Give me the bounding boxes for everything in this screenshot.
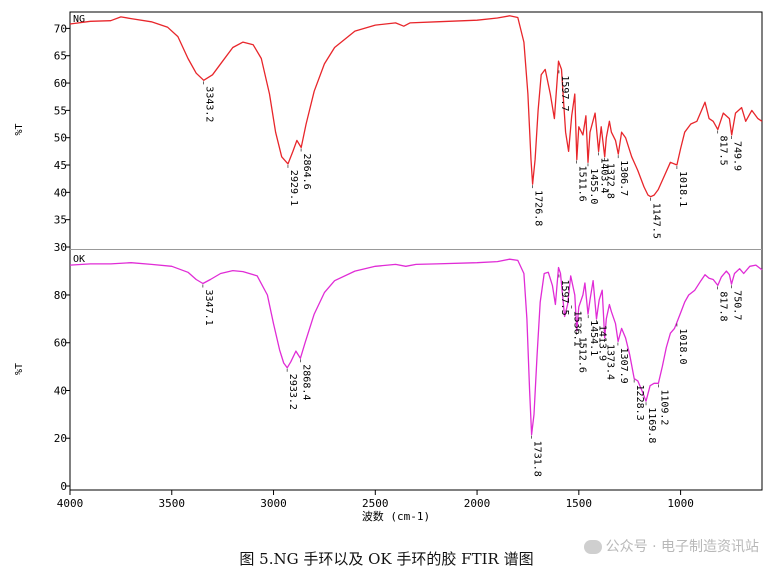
ok-y-tick-label: 80 [54,289,67,302]
x-axis-title: 波数 (cm-1) [362,510,430,523]
x-tick-label: 1000 [667,497,694,510]
ng-spectrum-line [69,15,763,198]
ng-peak-label: 749.9 [731,141,742,171]
ok-peak-label: 3347.1 [203,290,214,326]
ok-peak-label: 1512.6 [576,337,587,373]
ng-y-tick-label: 65 [54,50,67,63]
ng-peak-label: 1597.7 [559,75,570,111]
ok-peak-label: 1307.9 [618,348,629,384]
x-tick-label: 3500 [159,497,186,510]
ng-peak-label: 1403.4 [598,157,609,193]
plot-frame [69,11,763,491]
ng-y-axis-title: %T [14,123,25,135]
ok-peak-label: 750.7 [731,290,742,320]
ok-y-tick-label: 40 [54,384,67,397]
ok-y-tick-label: 20 [54,432,67,445]
ng-y-tick-label: 55 [54,104,67,117]
ng-y-tick-label: 60 [54,77,67,90]
ok-peak-label: 2933.2 [287,374,298,410]
ng-sample-label: NG [73,14,85,25]
ok-y-tick-label: 60 [54,337,67,350]
ng-y-tick-label: 70 [54,22,67,35]
ok-peak-label: 1169.8 [646,407,657,443]
x-tick-label: 2500 [362,497,389,510]
ng-y-tick-label: 40 [54,186,67,199]
figure-caption: 图 5.NG 手环以及 OK 手环的胶 FTIR 谱图 [239,550,534,568]
ok-peak-label: 1454.1 [588,320,599,356]
x-tick-label: 3000 [260,497,287,510]
ok-y-axis-title: %T [14,363,25,375]
ok-peak-label: 2868.4 [300,364,311,400]
x-tick-label: 2000 [464,497,491,510]
ok-peak-label: 1413.9 [596,325,607,361]
ng-peak-label: 1372.8 [605,163,616,199]
x-tick-label: 1500 [566,497,593,510]
ng-y-tick-label: 50 [54,132,67,145]
ok-spectrum-line [69,258,763,436]
ng-peak-label: 1306.7 [618,160,629,196]
ng-peak-label: 3343.2 [204,86,215,122]
ok-sample-label: OK [73,254,85,265]
ok-peak-label: 1373.4 [605,344,616,380]
wechat-icon [583,540,602,554]
x-tick-label: 4000 [57,497,84,510]
ng-y-tick-label: 30 [54,241,67,254]
watermark-text: 公众号 · 电子制造资讯站 [605,539,759,555]
ng-peak-label: 2929.1 [288,170,299,206]
ok-peak-label: 1228.3 [634,385,645,421]
ng-peak-label: 1726.8 [533,190,544,226]
ok-peak-label: 817.8 [718,291,729,321]
ng-peak-label: 2864.6 [301,154,312,190]
ng-y-tick-label: 45 [54,159,67,172]
ok-peak-label: 1536.1 [571,311,582,347]
ok-y-tick-label: 0 [60,480,67,493]
ng-peak-label: 1018.1 [677,171,688,207]
ftir-chart: 4000 3500 3000 2500 2000 1500 1000 波数 (cm-1) 70 6… [14,11,763,523]
watermark: 公众号 · 电子制造资讯站 [583,536,759,556]
ok-peak-label: 1597.5 [559,279,570,315]
ng-peak-label: 1147.5 [651,203,662,239]
ng-y-tick-label: 35 [54,214,67,227]
ok-peak-label: 1109.2 [658,389,669,425]
ng-peak-label: 817.5 [718,136,729,166]
ok-peak-label: 1018.0 [677,328,688,364]
ok-peak-label: 1731.8 [532,441,543,477]
ng-peak-label: 1511.6 [576,166,587,202]
ng-peak-label: 1455.0 [588,168,599,204]
